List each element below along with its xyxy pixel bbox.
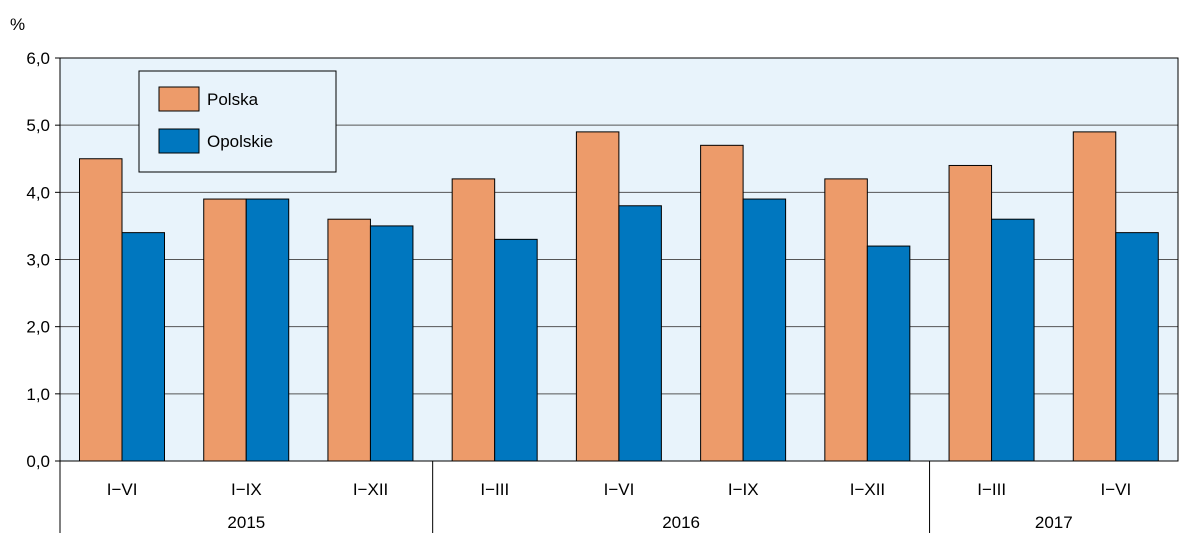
bar-polska (700, 144, 744, 462)
y-axis-ticks: 0,0 1,0 2,0 3,0 4,0 5,0 6,0 (26, 49, 60, 471)
bar-opolskie (121, 232, 165, 462)
bar-opolskie (494, 238, 538, 462)
x-group-label: 2015 (227, 513, 265, 532)
bar-polska (824, 178, 868, 462)
y-tick-label: 6,0 (26, 49, 50, 68)
bar-polska (327, 218, 371, 462)
legend: Polska Opolskie (138, 70, 337, 173)
y-tick-label: 4,0 (26, 183, 50, 202)
x-axis: I−VI I−IX I−XII I−III I−VI I−IX I−XII I−III I−VI… (59, 461, 1132, 533)
bar-opolskie (1115, 232, 1159, 462)
bar-opolskie (742, 198, 787, 462)
x-category-label: I−VI (604, 480, 635, 499)
bar-polska (575, 131, 620, 462)
x-category-label: I−III (977, 480, 1006, 499)
x-group-label: 2017 (1035, 513, 1073, 532)
bar-polska (948, 164, 993, 462)
bar-opolskie (245, 198, 290, 462)
bar-polska (451, 178, 496, 462)
bar-opolskie (991, 218, 1035, 462)
bar-polska (1072, 131, 1117, 462)
y-axis-unit-label: % (10, 15, 25, 34)
x-category-label: I−IX (728, 480, 759, 499)
x-category-label: I−XII (353, 480, 388, 499)
y-tick-label: 5,0 (26, 116, 50, 135)
legend-swatch-opolskie (158, 128, 200, 154)
bar-opolskie (369, 225, 414, 462)
y-tick-label: 0,0 (26, 452, 50, 471)
legend-label-polska: Polska (207, 90, 259, 109)
y-tick-label: 3,0 (26, 251, 50, 270)
x-category-label: I−IX (231, 480, 262, 499)
bar-polska (79, 158, 123, 462)
bar-opolskie (618, 205, 662, 462)
x-category-label: I−VI (107, 480, 138, 499)
bar-polska (203, 198, 247, 462)
legend-box (138, 70, 337, 173)
y-tick-label: 2,0 (26, 318, 50, 337)
bar-opolskie (866, 245, 911, 462)
x-category-label: I−III (480, 480, 509, 499)
bars (79, 131, 1159, 462)
legend-swatch-polska (158, 86, 200, 112)
y-tick-label: 1,0 (26, 385, 50, 404)
x-category-label: I−VI (1101, 480, 1132, 499)
legend-label-opolskie: Opolskie (207, 132, 273, 151)
x-category-label: I−XII (850, 480, 885, 499)
x-group-label: 2016 (662, 513, 700, 532)
